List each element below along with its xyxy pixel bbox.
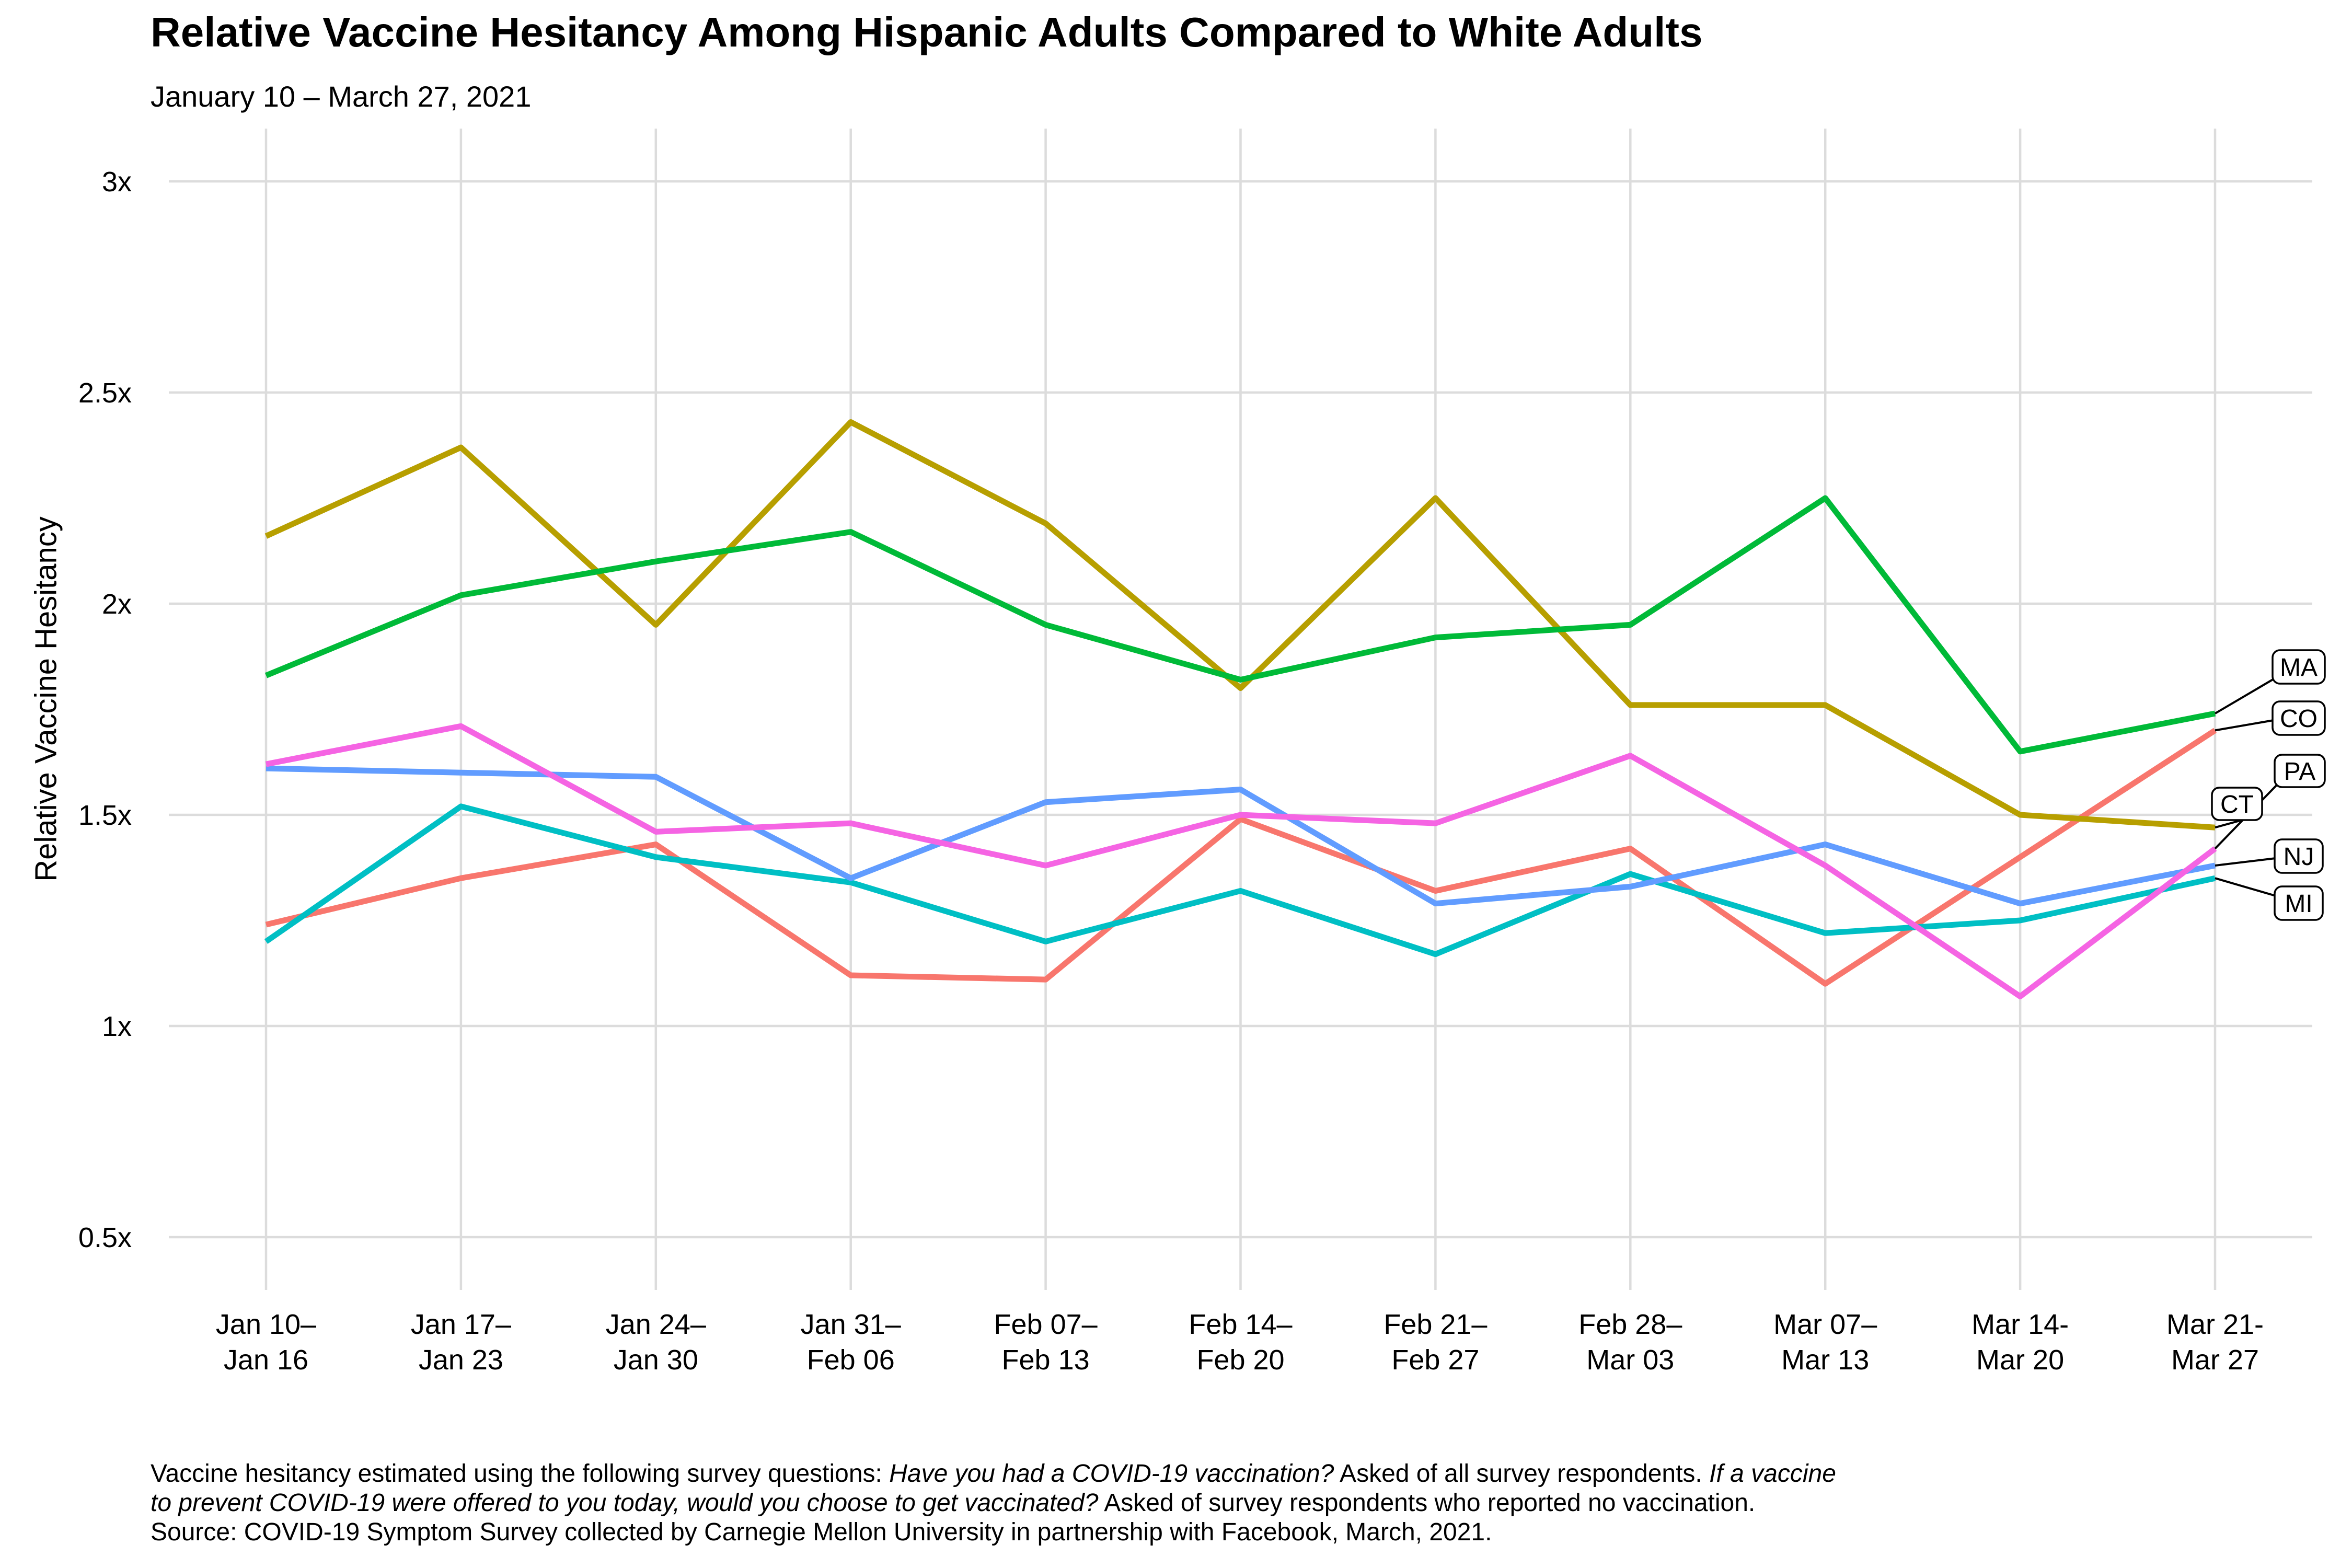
footnote-line: Source: COVID-19 Symptom Survey collecte… [151,1518,2335,1547]
state-label-PA: PA [2284,758,2315,786]
footnote-line: to prevent COVID-19 were offered to you … [151,1489,2335,1518]
y-axis-title: Relative Vaccine Hesitancy [29,516,63,882]
x-tick-label: Mar 20 [1976,1344,2064,1376]
series-line-MA [264,495,2216,755]
x-tick-label: Feb 07– [994,1309,1098,1340]
x-tick-label: Jan 30 [614,1344,698,1376]
footnote-segment: Asked of survey respondents who reported… [1098,1489,1756,1517]
footnote-segment: Vaccine hesitancy estimated using the fo… [151,1460,890,1488]
footnote-italic-segment: to prevent COVID-19 were offered to you … [151,1489,1099,1517]
state-label-box-CO [2272,700,2326,736]
y-tick-label: 2x [102,589,132,620]
y-axis-ticks: 3x 2.5x 2x 1.5x 1x 0.5x [78,166,132,1253]
series-line-MI [264,803,2216,958]
x-tick-label: Jan 16 [224,1344,308,1376]
x-tick-label: Jan 31– [801,1309,901,1340]
label-connector-MI [2215,877,2276,897]
gridlines [169,129,2312,1290]
footnote-segment: Asked of all survey respondents. [1334,1460,1710,1488]
y-tick-label: 1.5x [78,800,132,831]
footnote-line: Vaccine hesitancy estimated using the fo… [151,1459,2335,1489]
series-line-CO [265,728,2217,987]
series-line-NJ [266,765,2216,907]
x-tick-label: Feb 13 [1002,1344,1090,1376]
state-label-box-NJ [2274,838,2324,874]
x-tick-label: Feb 28– [1578,1309,1682,1340]
y-tick-label: 0.5x [78,1222,132,1253]
x-axis-ticks: Jan 10– Jan 16 Jan 17– Jan 23 Jan 24– Jan 30 J… [216,1309,2264,1376]
x-tick-label: Mar 03 [1586,1344,1674,1376]
x-tick-label: Mar 27 [2171,1344,2259,1376]
state-label-box-MI [2274,885,2324,921]
x-tick-label: Jan 24– [606,1309,706,1340]
state-label-MA: MA [2280,654,2318,682]
x-tick-label: Feb 27 [1391,1344,1479,1376]
footnote: Vaccine hesitancy estimated using the fo… [151,1459,2335,1547]
footnote-italic-segment: Have you had a COVID-19 vaccination? [889,1460,1334,1488]
state-label-NJ: NJ [2284,843,2314,871]
series-line-CT [264,419,2216,831]
x-tick-label: Jan 23 [419,1344,503,1376]
y-tick-label: 1x [102,1011,132,1042]
footnote-segment: Source: COVID-19 Symptom Survey collecte… [151,1518,1492,1546]
x-tick-label: Mar 21- [2166,1309,2264,1340]
x-tick-label: Jan 17– [411,1309,511,1340]
x-tick-label: Mar 07– [1773,1309,1877,1340]
y-tick-label: 2.5x [78,377,132,409]
state-label-MI: MI [2285,890,2312,918]
x-tick-label: Feb 14– [1189,1309,1292,1340]
footnote-italic-segment: If a vaccine [1709,1460,1836,1488]
x-tick-label: Feb 21– [1383,1309,1487,1340]
state-label-box-CT [2211,787,2263,821]
label-connector-CO [2215,719,2274,732]
state-label-CO: CO [2280,705,2318,733]
label-connector-NJ [2215,857,2276,867]
state-label-box-MA [2272,649,2326,685]
state-label-box-PA [2274,754,2326,788]
series-line-PA [265,723,2217,999]
x-tick-label: Feb 06 [807,1344,895,1376]
y-tick-label: 3x [102,166,132,198]
x-tick-label: Feb 20 [1196,1344,1284,1376]
x-tick-label: Jan 10– [216,1309,316,1340]
x-tick-label: Mar 13 [1781,1344,1869,1376]
state-labels: MA CO PA CT NJ MI [2211,649,2326,921]
chart-subtitle: January 10 – March 27, 2021 [151,80,532,113]
label-connector-MA [2214,677,2276,714]
chart-title: Relative Vaccine Hesitancy Among Hispani… [151,9,1703,55]
series-lines [264,419,2217,999]
x-tick-label: Mar 14- [1971,1309,2069,1340]
state-label-CT: CT [2220,791,2254,818]
